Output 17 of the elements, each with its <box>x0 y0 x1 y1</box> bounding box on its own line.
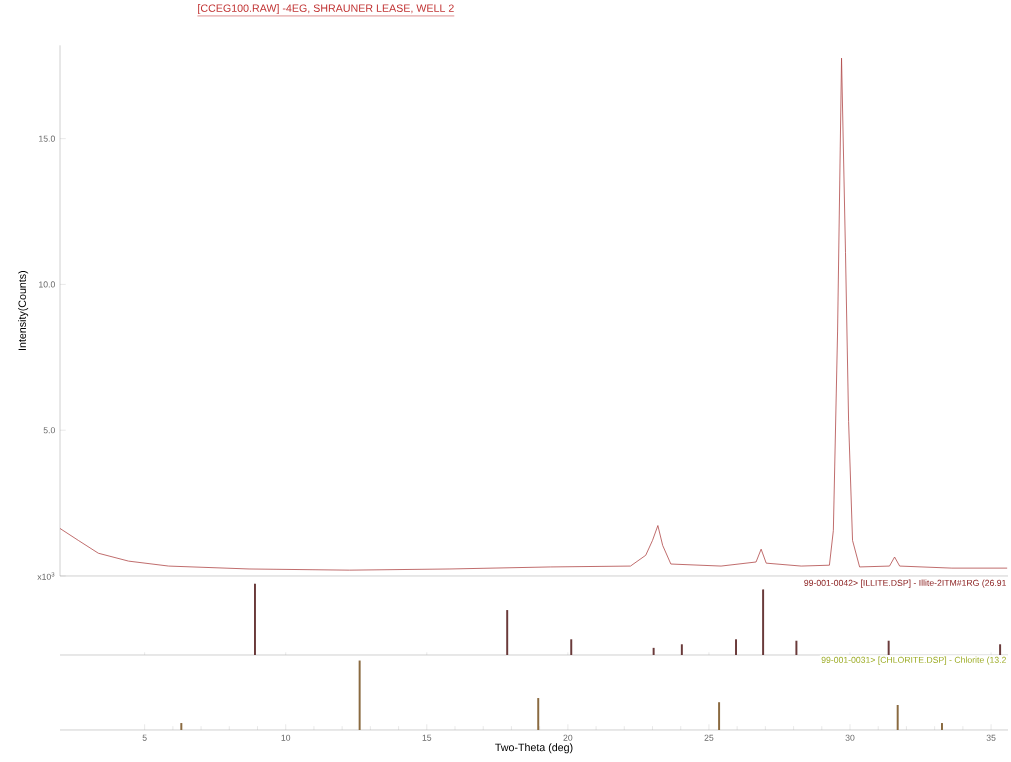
y-tick-label: 5.0 <box>43 427 55 434</box>
x-tick-label: 10 <box>281 734 291 741</box>
chart-title: [CCEG100.RAW] -4EG, SHRAUNER LEASE, WELL 2 <box>198 4 454 15</box>
x-tick-label: 35 <box>986 734 996 741</box>
x-tick-label: 25 <box>704 734 714 741</box>
x-axis-title: Two-Theta (deg) <box>495 743 573 754</box>
x-tick-label: 5 <box>142 734 147 741</box>
y-tick-label: 15.0 <box>39 135 55 142</box>
line-series <box>59 57 1008 571</box>
y-tick-label: 10.0 <box>39 281 55 288</box>
y-axis-title: Intensity(Counts) <box>18 271 29 350</box>
y-tick-label: x10$^{3}$ <box>37 572 55 580</box>
x-tick-label: 20 <box>563 734 573 741</box>
x-tick-label: 15 <box>422 734 432 741</box>
x-tick-label: 30 <box>845 734 855 741</box>
chart-title: 99-001-0042> [ILLITE.DSP] - Illite-2ITM#1RG (26.91 <box>804 579 1006 588</box>
chart-title: 99-001-0031> [CHLORITE.DSP] - Chlorite (13.2 <box>821 656 1006 665</box>
